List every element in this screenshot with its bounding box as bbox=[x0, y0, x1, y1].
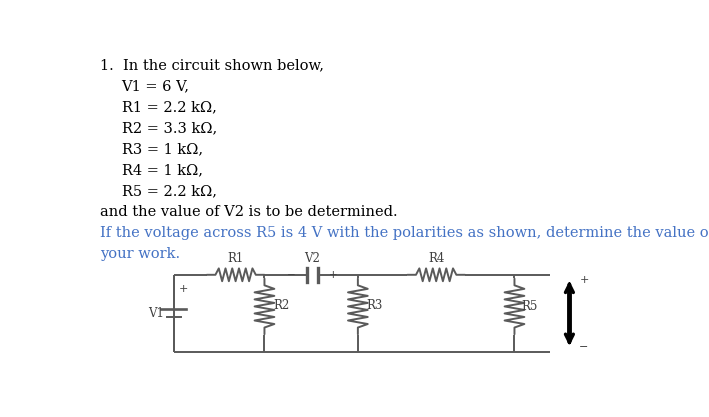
Text: your work.: your work. bbox=[99, 246, 180, 261]
Text: R5: R5 bbox=[521, 300, 537, 314]
Text: +: + bbox=[579, 275, 588, 285]
Text: +: + bbox=[179, 284, 189, 294]
Text: V2: V2 bbox=[305, 252, 320, 265]
Text: R4 = 1 kΩ,: R4 = 1 kΩ, bbox=[122, 163, 203, 177]
Text: V1: V1 bbox=[148, 307, 164, 320]
Text: and the value of V2 is to be determined.: and the value of V2 is to be determined. bbox=[99, 205, 397, 219]
Text: R5 = 2.2 kΩ,: R5 = 2.2 kΩ, bbox=[122, 184, 216, 198]
Text: R4: R4 bbox=[428, 252, 445, 265]
Text: R1 = 2.2 kΩ,: R1 = 2.2 kΩ, bbox=[122, 100, 216, 114]
Text: −: − bbox=[579, 342, 588, 352]
Text: R1: R1 bbox=[228, 252, 244, 265]
Text: V1 = 6 V,: V1 = 6 V, bbox=[122, 80, 189, 93]
Text: 1.  In the circuit shown below,: 1. In the circuit shown below, bbox=[99, 58, 323, 72]
Text: R2: R2 bbox=[273, 299, 289, 312]
Text: R3: R3 bbox=[367, 299, 383, 312]
Text: R3 = 1 kΩ,: R3 = 1 kΩ, bbox=[122, 142, 203, 156]
Text: +: + bbox=[329, 270, 338, 280]
Text: If the voltage across R5 is 4 V with the polarities as shown, determine the valu: If the voltage across R5 is 4 V with the… bbox=[99, 226, 709, 240]
Text: −: − bbox=[287, 270, 296, 280]
Text: R2 = 3.3 kΩ,: R2 = 3.3 kΩ, bbox=[122, 121, 217, 136]
